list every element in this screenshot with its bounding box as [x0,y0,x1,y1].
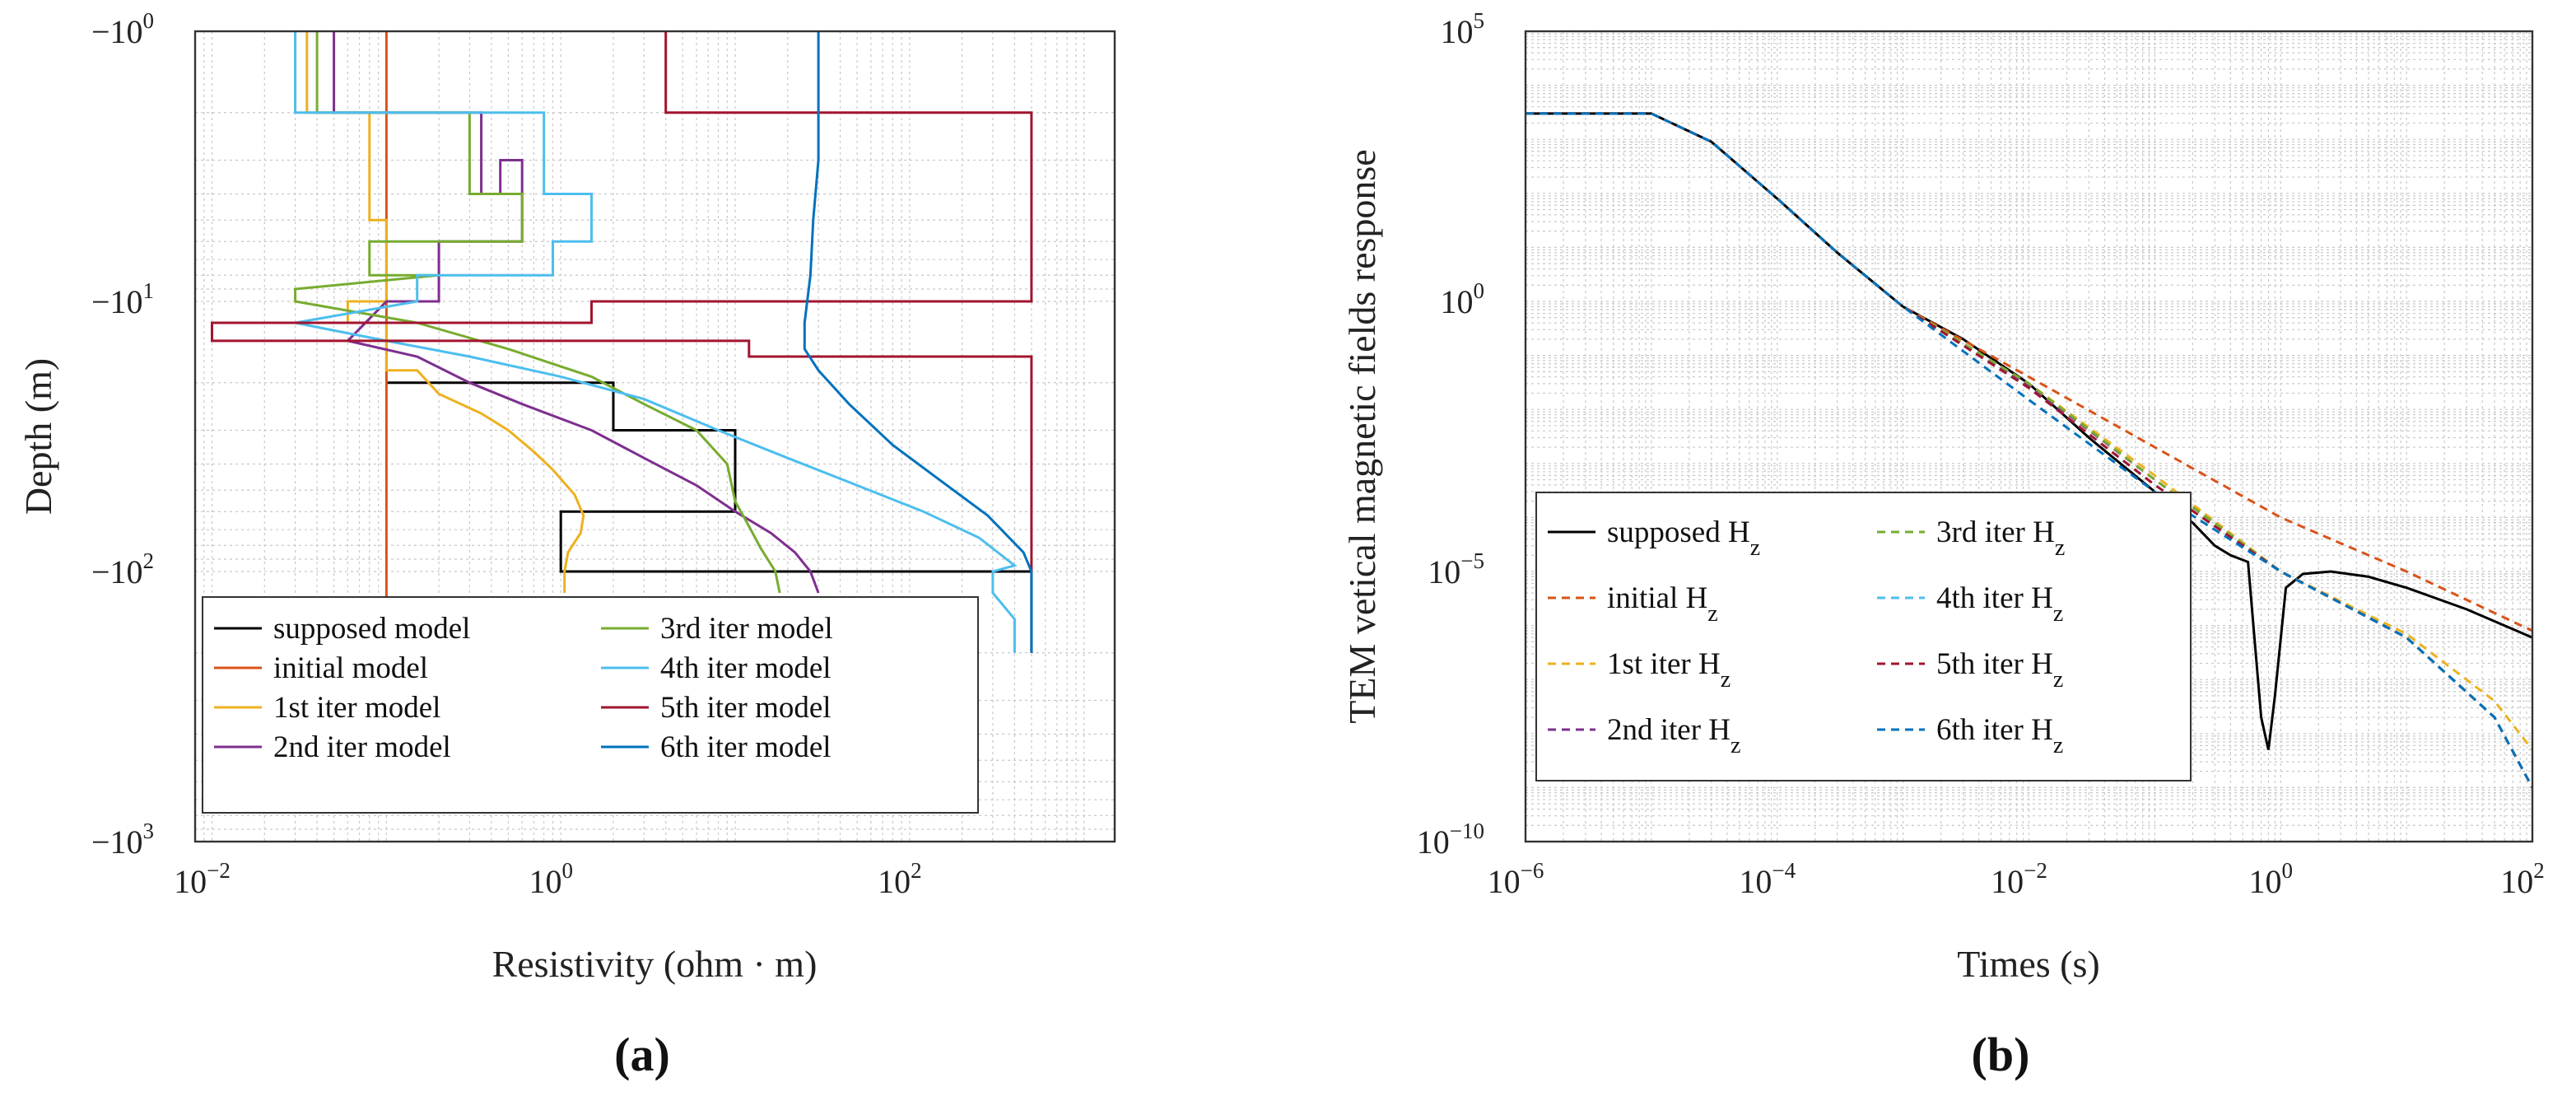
legend-label: 4th iter Hz [1936,581,2063,627]
plot-frame-b [1524,30,2534,843]
y-tick-label: 10−10 [1417,819,1484,861]
tick-labels-b: 10−6 10−4 10−2 100 102 105 100 10−5 10−10 [1417,8,2545,900]
legend-label: 6th iter Hz [1936,713,2063,758]
y-tick-label: −100 [91,8,154,50]
series-line-1st-iter-model [305,31,585,593]
y-axis-label-b: TEM vetical magnetic fields response [1341,149,1383,723]
x-tick-label: 10−6 [1488,858,1544,900]
x-tick-label: 100 [529,858,573,900]
panel-label-a: (a) [614,1028,670,1081]
chart-tem-response: 10−6 10−4 10−2 100 102 105 100 10−5 10−10 Times … [1341,8,2545,1081]
series-group-b [1526,112,2534,789]
legend-label: 1st iter Hz [1607,647,1731,693]
y-axis-label-a: Depth (m) [17,358,59,515]
legend-b: supposed Hz initial Hz 1st iter Hz 2nd iter… [1535,492,2192,781]
y-tick-label: −103 [91,819,154,861]
series-line-2nd-iter-model [333,31,820,594]
y-tick-label: 105 [1441,8,1485,50]
y-tick-label: 10−5 [1428,548,1484,590]
x-tick-label: 10−4 [1739,858,1796,900]
legend-label: 2nd iter Hz [1607,713,1740,758]
series-line-4th-iter-model [294,31,1018,653]
legend-box [202,596,979,814]
panel-label-b: (b) [1972,1028,2030,1081]
legend-label: supposed Hz [1607,516,1760,561]
series-line-5th-iter-model [211,31,1033,653]
legend-a: supposed model initial model 1st iter mode… [202,596,979,814]
x-tick-label: 10−2 [174,858,231,900]
series-group-a [211,31,1033,653]
x-axis-label-a: Resistivity (ohm · m) [492,943,818,985]
y-tick-label: −101 [91,278,154,320]
legend-label: 3rd iter model [660,612,833,646]
legend-label: 3rd iter Hz [1936,516,2065,561]
x-tick-label: 102 [2500,858,2545,900]
tick-labels-a: 10−2 100 102 −100 −101 −102 −103 [91,8,922,900]
legend-label: 1st iter model [273,691,440,725]
series-line-3rd-iter-model [294,31,781,594]
x-tick-label: 102 [878,858,922,900]
legend-label: 6th iter model [660,730,831,764]
legend-box [1535,492,2192,781]
legend-label: 5th iter Hz [1936,647,2063,693]
legend-label: 2nd iter model [273,730,451,764]
legend-label: initial Hz [1607,581,1718,627]
series-line-6th-iter-h [1526,112,2534,789]
y-tick-label: 100 [1441,278,1485,320]
legend-label: 5th iter model [660,691,831,725]
series-line-supposed-h [1526,112,2533,750]
plot-frame-a [193,30,1116,843]
legend-label: supposed model [273,612,470,646]
legend-label: 4th iter model [660,651,831,685]
x-tick-label: 10−2 [1991,858,2047,900]
series-line-6th-iter-model [803,31,1033,653]
legend-label: initial model [273,651,428,685]
y-tick-label: −102 [91,548,154,590]
x-tick-label: 100 [2249,858,2294,900]
x-axis-label-b: Times (s) [1957,943,2099,985]
chart-resistivity-depth: 10−2 100 102 −100 −101 −102 −103 Resistivity (… [17,8,1116,1081]
